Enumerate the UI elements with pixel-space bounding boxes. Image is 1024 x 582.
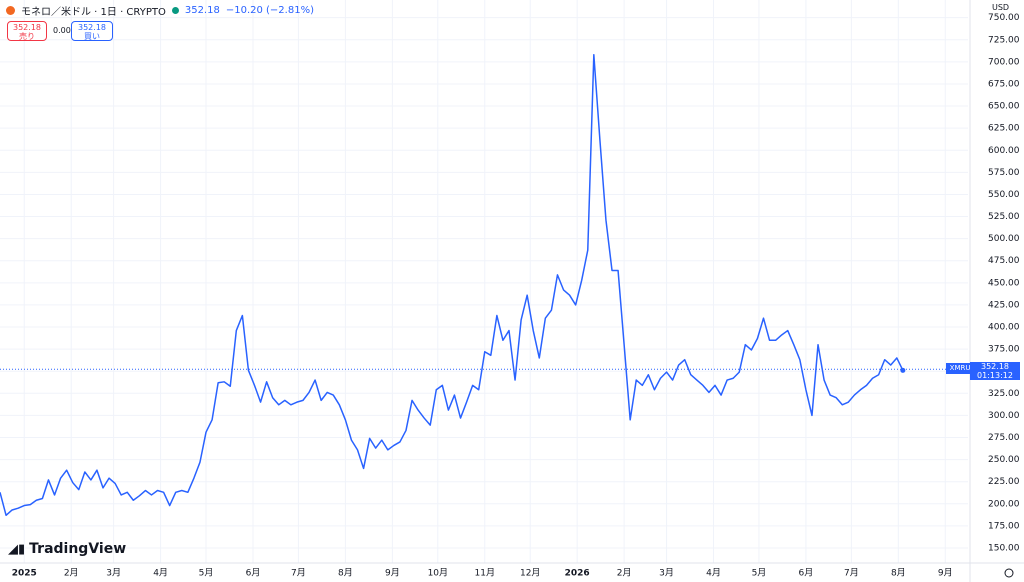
x-tick-label: 2月 bbox=[617, 568, 632, 579]
x-tick-label: 8月 bbox=[891, 568, 906, 579]
y-tick-label: 275.00 bbox=[988, 433, 1020, 443]
y-tick-label: 725.00 bbox=[988, 35, 1020, 45]
x-tick-label: 10月 bbox=[428, 568, 448, 579]
brand-logo[interactable]: ◢▮ TradingView bbox=[8, 541, 126, 557]
x-tick-label: 5月 bbox=[752, 568, 767, 579]
x-tick-label: 7月 bbox=[844, 568, 859, 579]
y-tick-label: 700.00 bbox=[988, 57, 1020, 67]
x-tick-label: 2026 bbox=[565, 569, 590, 579]
status-dot bbox=[171, 7, 179, 14]
x-tick-label: 3月 bbox=[659, 568, 674, 579]
y-tick-label: 750.00 bbox=[988, 13, 1020, 23]
y-tick-label: 650.00 bbox=[988, 102, 1020, 112]
brand-text: TradingView bbox=[29, 541, 127, 557]
sell-price: 352.18 bbox=[13, 23, 41, 32]
y-tick-label: 200.00 bbox=[988, 499, 1020, 509]
x-tick-label: 2月 bbox=[64, 568, 79, 579]
currency-label[interactable]: USD bbox=[988, 3, 1014, 12]
header: モネロ／米ドル · 1日 · CRYPTO 352.18 −10.20 (−2.… bbox=[6, 3, 314, 18]
spread: 0.00 bbox=[53, 26, 71, 35]
price-change: −10.20 (−2.81%) bbox=[225, 5, 314, 16]
symbol-badge: XMRUSD bbox=[946, 363, 984, 375]
y-tick-label: 250.00 bbox=[988, 455, 1020, 465]
x-tick-label: 5月 bbox=[199, 568, 214, 579]
grid bbox=[0, 0, 968, 563]
y-tick-label: 150.00 bbox=[988, 543, 1020, 553]
y-tick-label: 475.00 bbox=[988, 256, 1020, 266]
x-tick-label: 9月 bbox=[385, 568, 400, 579]
x-tick-label: 4月 bbox=[706, 568, 721, 579]
sell-button[interactable]: 352.18 売り bbox=[7, 21, 47, 41]
y-tick-label: 225.00 bbox=[988, 477, 1020, 487]
symbol-title[interactable]: モネロ／米ドル · 1日 · CRYPTO bbox=[21, 7, 166, 18]
x-tick-label: 12月 bbox=[520, 568, 540, 579]
buy-button[interactable]: 352.18 買い bbox=[71, 21, 113, 41]
y-tick-label: 325.00 bbox=[988, 389, 1020, 399]
x-tick-label: 11月 bbox=[475, 568, 495, 579]
x-tick-label: 4月 bbox=[153, 568, 168, 579]
x-tick-label: 8月 bbox=[338, 568, 353, 579]
x-tick-label: 7月 bbox=[291, 568, 306, 579]
y-tick-label: 525.00 bbox=[988, 212, 1020, 222]
x-tick-label: 6月 bbox=[246, 568, 261, 579]
x-tick-label: 6月 bbox=[799, 568, 814, 579]
y-tick-label: 175.00 bbox=[988, 521, 1020, 531]
logo-mark: ◢▮ bbox=[8, 541, 26, 557]
buy-label: 買い bbox=[84, 32, 100, 41]
x-tick-label: 9月 bbox=[938, 568, 953, 579]
y-tick-label: 550.00 bbox=[988, 190, 1020, 200]
y-tick-label: 625.00 bbox=[988, 124, 1020, 134]
sell-label: 売り bbox=[19, 32, 35, 41]
y-tick-label: 600.00 bbox=[988, 146, 1020, 156]
x-tick-label: 3月 bbox=[106, 568, 121, 579]
coin-icon bbox=[6, 6, 15, 15]
price-badge: 352.18 01:13:12 bbox=[970, 362, 1020, 381]
y-tick-label: 675.00 bbox=[988, 79, 1020, 89]
y-tick-label: 500.00 bbox=[988, 234, 1020, 244]
badge-countdown: 01:13:12 bbox=[977, 371, 1013, 381]
badge-price: 352.18 bbox=[981, 362, 1009, 372]
y-tick-label: 425.00 bbox=[988, 300, 1020, 310]
y-tick-label: 575.00 bbox=[988, 168, 1020, 178]
y-tick-label: 375.00 bbox=[988, 345, 1020, 355]
y-tick-label: 300.00 bbox=[988, 411, 1020, 421]
last-point bbox=[900, 367, 906, 373]
y-tick-label: 400.00 bbox=[988, 323, 1020, 333]
last-price: 352.18 bbox=[184, 5, 220, 16]
buy-price: 352.18 bbox=[78, 23, 106, 32]
x-tick-label: 2025 bbox=[12, 569, 37, 579]
settings-icon[interactable] bbox=[1004, 568, 1014, 578]
y-tick-label: 450.00 bbox=[988, 278, 1020, 288]
price-line bbox=[0, 54, 904, 517]
